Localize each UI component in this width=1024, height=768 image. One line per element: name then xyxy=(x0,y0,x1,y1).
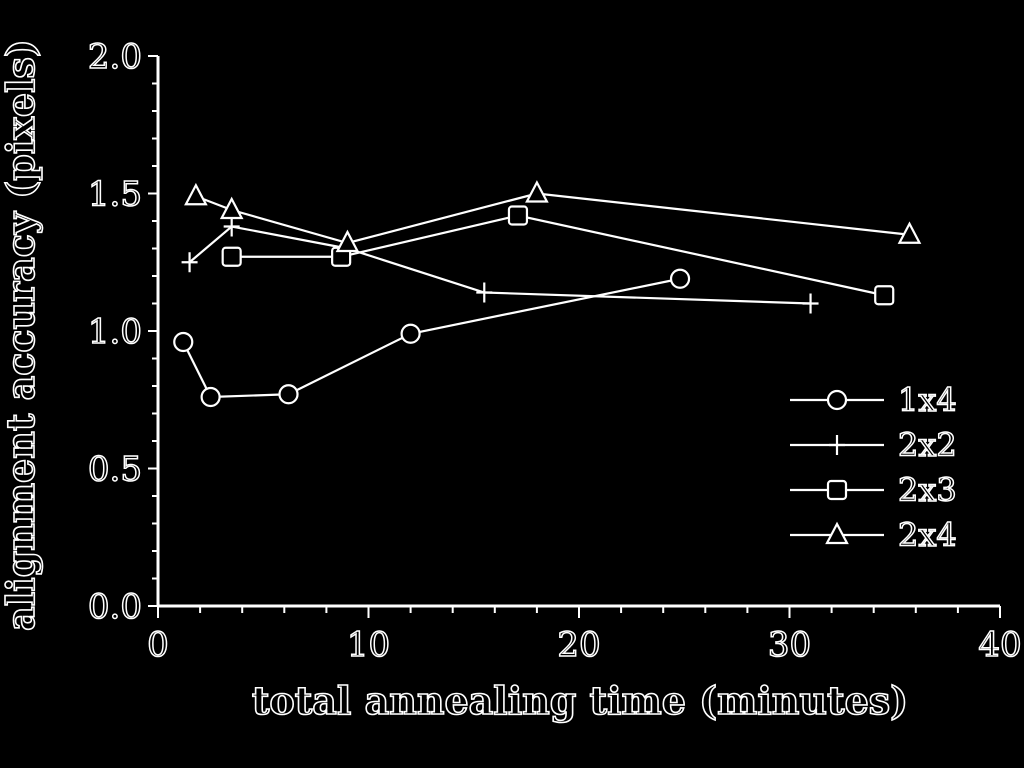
legend-label: 2x2 xyxy=(898,426,957,464)
legend-label: 1x4 xyxy=(898,381,957,419)
data-point-triangle xyxy=(335,229,360,253)
x-tick-label: 0 xyxy=(147,625,169,665)
data-point-triangle xyxy=(219,196,244,220)
data-point-plus xyxy=(802,293,819,314)
legend-item: 2x4 xyxy=(790,515,958,555)
data-point-circle xyxy=(200,386,221,408)
series-2x2 xyxy=(181,216,819,314)
x-axis-title: total annealing time (minutes) xyxy=(252,678,908,723)
data-point-plus xyxy=(181,252,198,273)
data-point-plus xyxy=(223,216,240,237)
series-line xyxy=(231,214,885,297)
legend-label: 2x4 xyxy=(898,516,957,554)
legend-marker xyxy=(826,479,848,501)
x-tick-label: 20 xyxy=(557,625,600,665)
data-point-square xyxy=(874,285,895,306)
data-point-triangle xyxy=(525,180,549,203)
y-tick-label: 0.5 xyxy=(88,450,142,490)
legend-item: 2x3 xyxy=(790,470,958,510)
y-tick-label: 1.5 xyxy=(88,175,142,215)
series-2x4 xyxy=(184,180,922,253)
data-point-square xyxy=(221,246,242,267)
data-point-plus xyxy=(476,282,493,303)
data-point-circle xyxy=(278,384,299,405)
series-line xyxy=(195,192,910,245)
legend: 1x4 2x2 2x3 2x4 xyxy=(790,380,958,555)
data-point-triangle xyxy=(184,182,208,206)
plot-axes: 0.0 0.5 1.0 1.5 2.0 0 10 20 30 40 xyxy=(87,36,1022,666)
legend-marker xyxy=(829,435,845,455)
data-point-circle xyxy=(669,268,691,289)
y-tick-label: 1.0 xyxy=(88,312,142,352)
y-axis-title: alignment accuracy (pixels) xyxy=(0,39,43,631)
plot-series xyxy=(173,180,922,408)
legend-item: 2x2 xyxy=(790,425,958,465)
series-line xyxy=(188,225,811,305)
legend-item: 1x4 xyxy=(790,380,958,420)
series-1x4 xyxy=(173,268,691,408)
x-tick-label: 40 xyxy=(978,625,1021,665)
y-tick-label: 2.0 xyxy=(88,37,142,77)
legend-marker xyxy=(825,521,849,545)
data-point-triangle xyxy=(897,221,922,244)
x-tick-label: 30 xyxy=(768,625,811,665)
legend-marker xyxy=(826,389,848,411)
data-point-circle xyxy=(173,331,194,353)
x-tick-label: 10 xyxy=(347,625,390,665)
y-tick-label: 0.0 xyxy=(88,587,142,627)
legend-label: 2x3 xyxy=(898,471,957,509)
data-point-circle xyxy=(400,323,421,344)
data-point-square xyxy=(507,205,529,226)
series-2x3 xyxy=(221,205,895,306)
